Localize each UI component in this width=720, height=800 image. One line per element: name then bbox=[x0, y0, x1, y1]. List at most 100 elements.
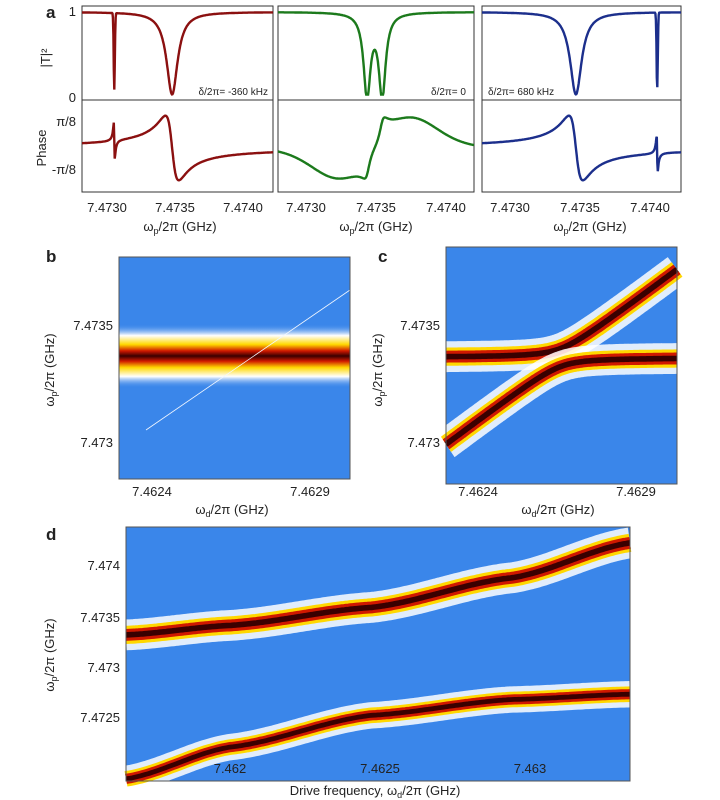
panel-a3-transmission-curve bbox=[482, 11, 681, 96]
panel-a2-xtick-2: 7.4735 bbox=[356, 200, 396, 215]
panel-d-ytick-1: 7.474 bbox=[87, 558, 120, 573]
panel-c-ylabel: ωp/2π (GHz) bbox=[370, 333, 387, 406]
xlabel-sub: p bbox=[154, 226, 159, 236]
panel-a3-xticks: 7.4730 7.4735 7.4740 bbox=[490, 200, 670, 215]
panel-a-ylabel-bottom: Phase bbox=[34, 130, 49, 167]
panel-c-label: c bbox=[378, 247, 387, 266]
panel-a1-xlabel: ωp/2π (GHz) bbox=[143, 219, 216, 236]
panel-a2: δ/2π= 0 7.4730 7.4735 7.4740 ωp/2π (GHz) bbox=[277, 5, 475, 236]
panel-b-xtick-1: 7.4624 bbox=[132, 484, 172, 499]
xlabel-main: ω bbox=[553, 219, 563, 234]
xlabel-main: ω bbox=[339, 219, 349, 234]
panel-b-xtick-2: 7.4629 bbox=[290, 484, 330, 499]
panel-a1-xticks: 7.4730 7.4735 7.4740 bbox=[87, 200, 263, 215]
panel-c-xtick-1: 7.4624 bbox=[458, 484, 498, 499]
panel-a-ytick-1: 1 bbox=[69, 4, 76, 19]
ylabel-rest: /2π (GHz) bbox=[370, 333, 385, 391]
panel-b-cavity-band bbox=[119, 324, 350, 388]
panel-c-upper-branch-layer-3 bbox=[446, 267, 679, 360]
panel-a2-frame bbox=[277, 5, 475, 193]
panel-d-xtick-2: 7.4625 bbox=[360, 761, 400, 776]
xlabel-rest: /2π (GHz) bbox=[402, 783, 460, 798]
panel-d-branches bbox=[123, 527, 633, 792]
xlabel-rest: /2π (GHz) bbox=[159, 219, 217, 234]
panel-a-ylabel-top: |T|² bbox=[38, 48, 53, 68]
panel-d-ytick-2: 7.4735 bbox=[80, 610, 120, 625]
panel-a2-xtick-1: 7.4730 bbox=[286, 200, 326, 215]
panel-a1: δ/2π= -360 kHz 7.4730 7.4735 7.4740 ωp/2… bbox=[81, 5, 274, 236]
panel-a2-xticks: 7.4730 7.4735 7.4740 bbox=[286, 200, 466, 215]
panel-b-ytick-2: 7.473 bbox=[80, 435, 113, 450]
panel-c-xtick-2: 7.4629 bbox=[616, 484, 656, 499]
xlabel-rest: /2π (GHz) bbox=[537, 502, 595, 517]
panel-d-ytick-3: 7.473 bbox=[87, 660, 120, 675]
xlabel-main: Drive frequency, ω bbox=[290, 783, 397, 798]
panel-a2-xlabel: ωp/2π (GHz) bbox=[339, 219, 412, 236]
ylabel-main: ω bbox=[370, 396, 385, 406]
panel-c-xlabel: ωd/2π (GHz) bbox=[521, 502, 594, 519]
panel-a2-transmission-curve bbox=[278, 11, 474, 96]
panel-c: c 7.4735 7.473 7.4624 7.4629 ωp/2π (GHz)… bbox=[370, 246, 687, 519]
panel-b-drive-line bbox=[145, 289, 351, 431]
panel-a3-xtick-2: 7.4735 bbox=[560, 200, 600, 215]
panel-d-frame bbox=[125, 526, 631, 782]
panel-a2-detuning: δ/2π= 0 bbox=[431, 87, 466, 98]
xlabel-rest: /2π (GHz) bbox=[355, 219, 413, 234]
panel-a3-phase-curve bbox=[482, 114, 681, 182]
ylabel-main: ω bbox=[42, 681, 57, 691]
xlabel-rest: /2π (GHz) bbox=[569, 219, 627, 234]
xlabel-main: ω bbox=[195, 502, 205, 517]
panel-a3-xtick-1: 7.4730 bbox=[490, 200, 530, 215]
ylabel-sub: p bbox=[49, 391, 59, 396]
panel-b-label: b bbox=[46, 247, 56, 266]
panel-a3-xtick-3: 7.4740 bbox=[630, 200, 670, 215]
panel-a1-detuning: δ/2π= -360 kHz bbox=[199, 87, 268, 98]
panel-a-ytick-pi8: π/8 bbox=[56, 114, 76, 129]
panel-a1-xtick-1: 7.4730 bbox=[87, 200, 127, 215]
panel-a2-xtick-3: 7.4740 bbox=[426, 200, 466, 215]
panel-a1-xtick-2: 7.4735 bbox=[155, 200, 195, 215]
panel-a1-frame bbox=[81, 5, 274, 193]
xlabel-sub: p bbox=[564, 226, 569, 236]
panel-d-ytick-4: 7.4725 bbox=[80, 710, 120, 725]
panel-b-ytick-1: 7.4735 bbox=[73, 318, 113, 333]
xlabel-sub: p bbox=[350, 226, 355, 236]
panel-b: b 7.4735 7.473 7.4624 7.4629 ωp/2π (GHz)… bbox=[42, 247, 351, 519]
panel-a-label: a bbox=[46, 3, 56, 22]
xlabel-main: ω bbox=[521, 502, 531, 517]
xlabel-sub: d bbox=[397, 790, 402, 800]
xlabel-sub: d bbox=[532, 509, 537, 519]
panel-a3-frame bbox=[481, 5, 682, 193]
xlabel-sub: d bbox=[206, 509, 211, 519]
panel-c-lower-branch-layer-3 bbox=[444, 355, 677, 447]
panel-d-ylabel: ωp/2π (GHz) bbox=[42, 618, 59, 691]
panel-d-label: d bbox=[46, 525, 56, 544]
panel-c-ytick-2: 7.473 bbox=[407, 435, 440, 450]
panel-d-lower-branch-layer-3 bbox=[125, 691, 631, 782]
panel-a1-transmission-curve bbox=[82, 11, 273, 96]
ylabel-sub: p bbox=[377, 391, 387, 396]
ylabel-rest: /2π (GHz) bbox=[42, 333, 57, 391]
panel-a: a |T|² Phase 1 0 π/8 -π/8 δ/2π= -360 kHz… bbox=[34, 3, 682, 236]
panel-d: d 7.474 7.4735 7.473 7.4725 7.462 7.4625… bbox=[42, 525, 633, 800]
xlabel-rest: /2π (GHz) bbox=[211, 502, 269, 517]
panel-b-ylabel: ωp/2π (GHz) bbox=[42, 333, 59, 406]
panel-c-branches bbox=[437, 257, 687, 458]
panel-d-xlabel: Drive frequency, ωd/2π (GHz) bbox=[290, 783, 461, 800]
panel-d-upper-branch-layer-3 bbox=[125, 540, 631, 638]
panel-a-ytick-0: 0 bbox=[69, 90, 76, 105]
panel-a1-phase-curve bbox=[82, 114, 273, 182]
ylabel-rest: /2π (GHz) bbox=[42, 618, 57, 676]
panel-a3-xlabel: ωp/2π (GHz) bbox=[553, 219, 626, 236]
panel-d-xtick-1: 7.462 bbox=[214, 761, 247, 776]
panel-a1-xtick-3: 7.4740 bbox=[223, 200, 263, 215]
panel-b-xlabel: ωd/2π (GHz) bbox=[195, 502, 268, 519]
panel-c-frame bbox=[445, 246, 678, 485]
ylabel-main: ω bbox=[42, 396, 57, 406]
panel-a2-phase-curve bbox=[277, 116, 475, 180]
panel-a3-detuning: δ/2π= 680 kHz bbox=[488, 87, 554, 98]
panel-d-xtick-3: 7.463 bbox=[514, 761, 547, 776]
ylabel-sub: p bbox=[49, 676, 59, 681]
xlabel-main: ω bbox=[143, 219, 153, 234]
